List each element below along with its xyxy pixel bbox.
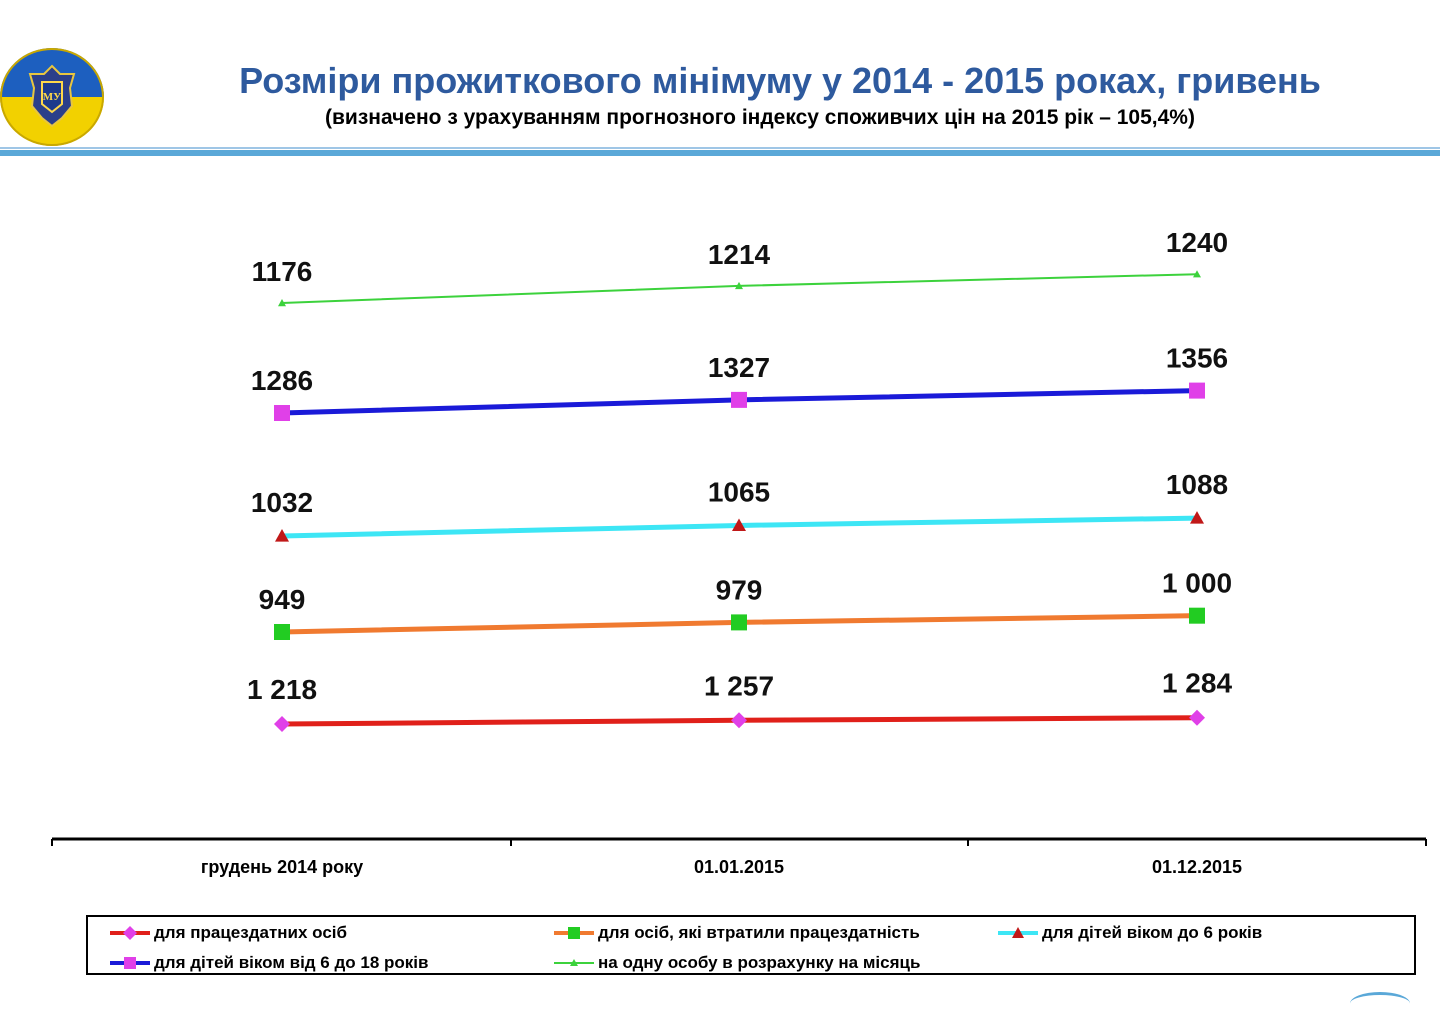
legend-label: для дітей віком від 6 до 18 років <box>154 953 429 972</box>
data-label: 1240 <box>1166 227 1228 258</box>
page-subtitle: (визначено з урахуванням прогнозного інд… <box>325 106 1195 129</box>
svg-text:МУ: МУ <box>43 91 61 103</box>
ministry-emblem-icon: МУ <box>0 48 104 146</box>
legend-item-per-person: на одну особу в розрахунку на місяць <box>552 951 920 975</box>
data-point <box>274 716 290 732</box>
legend-swatch-triangle-icon <box>998 927 1038 938</box>
legend-label: для осіб, які втратили працездатність <box>598 923 920 942</box>
data-point <box>1189 709 1205 726</box>
series-0: 1176 1214 1240 <box>252 227 1228 307</box>
data-label: 1 257 <box>704 670 774 701</box>
data-label: 1327 <box>708 352 770 383</box>
data-label: 1286 <box>251 365 313 396</box>
x-axis: грудень 2014 року 01.01.2015 01.12.2015 <box>51 837 1427 877</box>
page-title: Розміри прожиткового мінімуму у 2014 - 2… <box>239 60 1321 101</box>
legend-swatch-diamond-icon <box>110 926 150 940</box>
legend-label: на одну особу в розрахунку на місяць <box>598 953 921 972</box>
series-1: 1286 1327 1356 <box>251 343 1228 421</box>
data-point <box>732 518 746 532</box>
data-point <box>731 391 747 408</box>
data-point <box>278 299 286 307</box>
header-divider <box>0 147 1440 149</box>
x-tick-label: 01.12.2015 <box>1152 857 1242 877</box>
legend-marker <box>123 926 137 940</box>
legend-swatch-square-icon <box>110 957 150 969</box>
data-label: 1032 <box>251 487 313 518</box>
data-point <box>275 529 289 542</box>
x-tick-label: 01.01.2015 <box>694 857 784 877</box>
data-point <box>1193 270 1201 278</box>
data-point <box>731 712 747 729</box>
data-label: 1 218 <box>247 674 317 705</box>
legend-marker <box>1012 927 1024 938</box>
legend-item-children-6-18: для дітей віком від 6 до 18 років <box>108 951 428 975</box>
slide-header: МУ Розміри прожиткового мінімуму у 2014 … <box>0 0 1440 160</box>
header-divider-accent <box>0 150 1440 156</box>
data-label: 1214 <box>708 239 771 270</box>
data-label: 979 <box>716 574 763 605</box>
data-label: 1 000 <box>1162 568 1232 599</box>
data-point <box>1189 382 1205 399</box>
series-3: 949 979 1 000 <box>259 568 1232 640</box>
legend-label: для працездатних осіб <box>154 923 348 942</box>
legend-swatch-triangle-icon <box>554 959 594 966</box>
data-label: 1088 <box>1166 469 1228 500</box>
data-label: 1356 <box>1166 343 1228 374</box>
chart-legend: для працездатних осіб для осіб, які втра… <box>86 915 1416 975</box>
data-label: 1176 <box>252 256 313 287</box>
x-tick-label: грудень 2014 року <box>201 857 363 877</box>
data-label: 949 <box>259 584 306 615</box>
legend-swatch-square-icon <box>554 927 594 939</box>
data-point <box>1189 607 1205 624</box>
data-point <box>735 281 743 290</box>
legend-item-disabled: для осіб, які втратили працездатність <box>552 921 920 945</box>
data-point <box>274 624 290 640</box>
legend-label: для дітей віком до 6 років <box>1042 923 1263 942</box>
legend-item-able-bodied: для працездатних осіб <box>108 921 347 945</box>
data-point <box>731 614 747 631</box>
series-4: 1 218 1 257 1 284 <box>247 668 1232 732</box>
legend-item-children-under-6: для дітей віком до 6 років <box>996 921 1262 945</box>
legend-marker <box>568 927 580 939</box>
data-label: 1 284 <box>1162 668 1232 699</box>
decorative-arc <box>1350 992 1410 1015</box>
data-point <box>274 405 290 421</box>
legend-marker <box>570 959 578 966</box>
series-2: 1032 1065 1088 <box>251 469 1228 542</box>
data-point <box>1190 511 1204 524</box>
data-label: 1065 <box>708 476 770 507</box>
legend-marker <box>124 957 136 969</box>
